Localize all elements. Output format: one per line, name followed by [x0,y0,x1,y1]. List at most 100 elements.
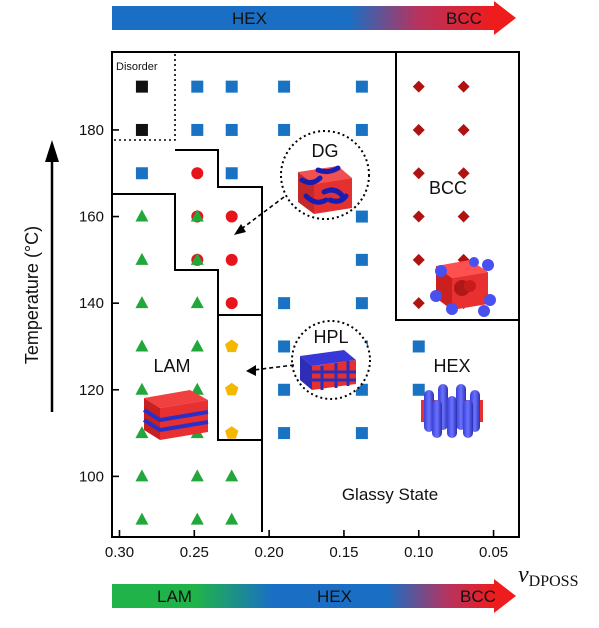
top-arrow-bar [112,6,494,30]
top-phase-arrow: HEX BCC [112,1,516,35]
bcc-point [412,210,425,223]
lam-point [135,512,149,525]
lam-point [190,469,204,482]
y-tick-label: 140 [79,295,104,312]
lam-point [190,512,204,525]
top-arrow-label-bcc: BCC [446,9,482,28]
y-axis-title: Temperature (°C) [22,140,59,412]
hex-point [412,340,425,353]
lam-point [135,382,149,395]
hex-point [278,427,291,440]
y-axis-ticks: 100 120 140 160 180 [79,122,119,485]
hex-point [191,123,204,136]
dg-boundary [175,149,263,315]
dg-point [225,297,238,310]
bottom-arrow-head [494,579,516,613]
bcc-region-label: BCC [429,178,467,198]
hpl-inset: HPL [246,320,371,400]
hex-point [355,80,368,93]
data-markers [135,80,470,525]
bottom-arrow-label-bcc: BCC [460,587,496,606]
lam-point [135,252,149,265]
hex-point [225,123,238,136]
hex-point [355,123,368,136]
hex-point [278,340,291,353]
hex-point [355,297,368,310]
hex-cylinders-icon [421,384,483,438]
dg-point [225,253,238,266]
x-axis-label-subscript: DPOSS [529,573,579,590]
x-axis-ticks: 0.30 0.25 0.20 0.15 0.10 0.05 [105,530,508,561]
disorder-point [135,123,148,136]
x-tick-label: 0.10 [404,544,433,561]
bottom-arrow-label-hex: HEX [317,587,352,606]
hex-point [278,123,291,136]
dg-pointer-arrow [239,196,285,231]
disorder-boundary [111,51,176,141]
y-tick-label: 160 [79,209,104,226]
bcc-point [457,210,470,223]
lam-point [135,296,149,309]
y-tick-label: 100 [79,468,104,485]
hex-point [355,253,368,266]
bcc-point [457,167,470,180]
hex-point [191,80,204,93]
bottom-arrow-label-lam: LAM [157,587,192,606]
x-tick-label: 0.20 [255,544,284,561]
glassy-state-label: Glassy State [342,485,438,504]
lamellae-cube-icon [142,390,209,440]
x-tick-label: 0.05 [479,544,508,561]
hpl-point [225,426,239,439]
lam-point [135,469,149,482]
bcc-point [412,297,425,310]
hex-point [412,383,425,396]
lam-point [135,209,149,222]
dg-inset-label: DG [312,141,339,161]
hpl-inset-label: HPL [313,327,348,347]
y-tick-label: 180 [79,122,104,139]
hex-point [278,80,291,93]
hex-point [135,167,148,180]
hex-point [355,427,368,440]
hpl-boundary [217,315,262,441]
bcc-point [457,123,470,136]
lam-point [135,339,149,352]
lam-region-label: LAM [153,356,190,376]
lam-point [135,426,149,439]
bcc-cube-icon [430,257,496,317]
lam-point [190,296,204,309]
bcc-point [412,123,425,136]
hpl-pointer-head [246,365,256,376]
dg-point [191,167,204,180]
x-tick-label: 0.15 [329,544,358,561]
bottom-phase-arrow: LAM HEX BCC [112,579,516,613]
x-tick-label: 0.30 [105,544,134,561]
top-arrow-head [494,1,516,35]
hpl-point [225,382,239,396]
lam-point [190,339,204,352]
x-axis-title: vDPOSS [518,562,578,590]
x-axis-label: vDPOSS [518,562,578,590]
hex-point [278,383,291,396]
bcc-point [412,80,425,93]
gyroid-cube-icon [298,165,352,214]
hex-point [225,167,238,180]
hex-point [278,297,291,310]
disorder-region-label: Disorder [116,61,158,73]
bcc-point [412,167,425,180]
lam-point [190,252,204,265]
bcc-boundary [395,52,519,321]
lam-point [225,512,239,525]
dg-point [225,210,238,223]
disorder-point [135,80,148,93]
y-axis-label: Temperature (°C) [22,226,42,364]
perforated-lamellae-cube-icon [300,350,356,390]
top-arrow-label-hex: HEX [232,9,267,28]
y-axis-arrow-head [45,140,59,162]
hex-point [225,80,238,93]
bottom-arrow-bar [112,584,494,608]
dg-pointer-head [234,224,246,235]
hex-point [355,210,368,223]
hpl-pointer-arrow [253,364,295,371]
